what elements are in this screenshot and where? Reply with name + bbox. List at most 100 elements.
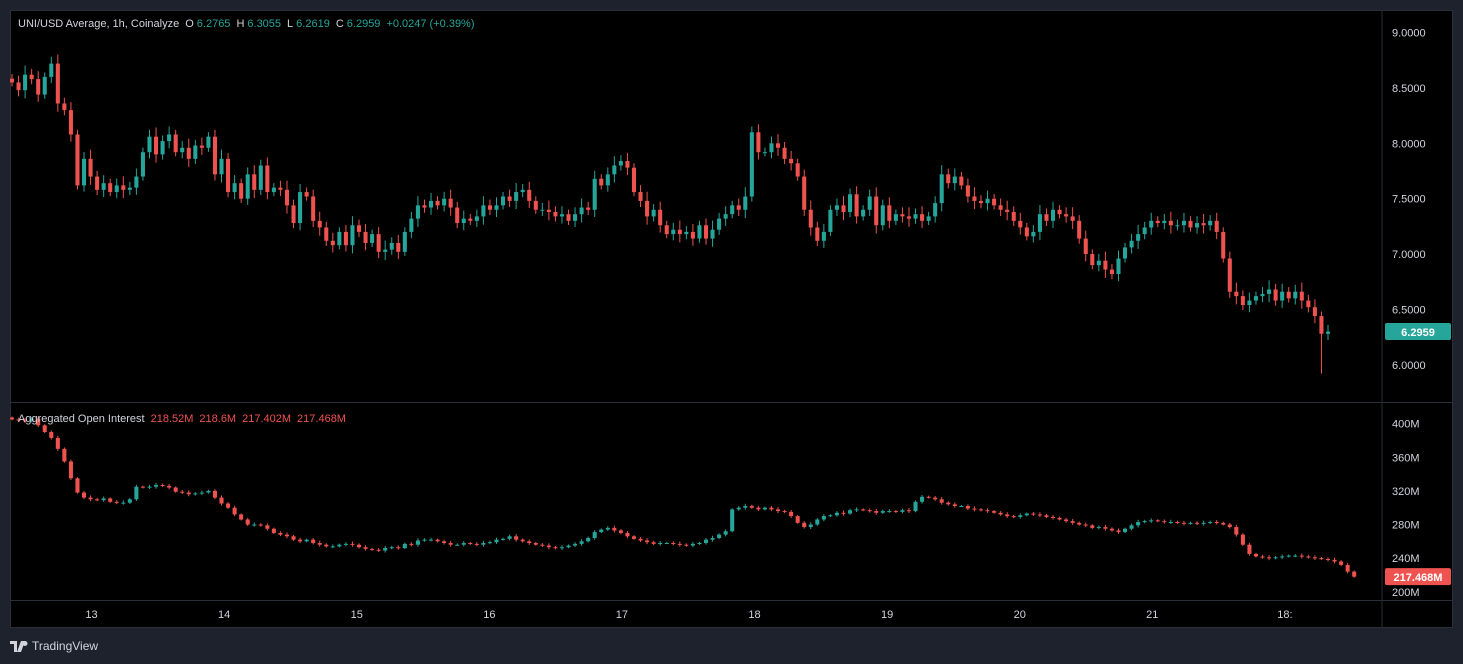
oi-candle[interactable] [199,490,204,496]
oi-candle[interactable] [978,507,984,512]
oi-candle[interactable] [1260,554,1265,559]
price-candle[interactable] [815,221,820,246]
price-candle[interactable] [193,139,198,164]
oi-candle[interactable] [625,530,630,539]
oi-candle[interactable] [507,534,512,541]
oi-candle[interactable] [1050,515,1056,520]
oi-candle[interactable] [239,513,244,521]
price-candle[interactable] [625,153,630,175]
price-candle[interactable] [880,199,885,231]
oi-candle[interactable] [664,541,669,545]
oi-candle[interactable] [828,514,833,518]
oi-candle[interactable] [756,505,761,512]
oi-candle[interactable] [802,521,807,529]
oi-candle[interactable] [645,538,650,545]
price-candle[interactable] [284,180,290,214]
price-candle[interactable] [1096,253,1101,272]
price-candle[interactable] [42,72,47,99]
oi-candle[interactable] [271,527,276,534]
price-candle[interactable] [874,187,879,234]
price-candle[interactable] [723,206,728,226]
price-candle[interactable] [317,211,322,236]
price-candle[interactable] [887,197,892,229]
price-candle[interactable] [1168,211,1173,234]
oi-candle[interactable] [795,515,800,524]
price-candle[interactable] [487,199,492,215]
oi-candle[interactable] [232,505,237,517]
oi-candle[interactable] [697,541,702,545]
oi-candle[interactable] [193,492,198,496]
price-candle[interactable] [841,196,846,221]
oi-candle[interactable] [501,537,506,541]
price-candle[interactable] [1227,251,1232,298]
oi-candle[interactable] [455,543,460,546]
oi-candle[interactable] [1280,554,1285,560]
oi-candle[interactable] [226,502,231,509]
price-candle[interactable] [834,198,839,216]
price-candle[interactable] [265,157,270,200]
oi-candle[interactable] [1299,553,1304,559]
price-candle[interactable] [1260,287,1265,303]
oi-candle[interactable] [1175,520,1180,525]
oi-candle[interactable] [933,495,938,501]
price-candle[interactable] [972,187,977,210]
price-candle[interactable] [55,54,60,112]
oi-candle[interactable] [219,495,224,506]
price-candle[interactable] [219,149,224,183]
price-candle[interactable] [311,189,316,228]
oi-candle[interactable] [573,542,578,548]
oi-candle[interactable] [1136,519,1141,528]
price-candle[interactable] [998,198,1003,216]
price-candle[interactable] [343,225,348,252]
price-candle[interactable] [854,186,859,224]
price-candle[interactable] [730,200,735,219]
price-candle[interactable] [1011,206,1016,226]
open-interest-pane[interactable] [10,416,1357,578]
oi-candle[interactable] [154,482,159,489]
oi-candle[interactable] [1234,524,1239,537]
price-candle[interactable] [684,226,689,240]
price-candle[interactable] [108,178,113,197]
price-candle[interactable] [1116,250,1121,282]
price-candle[interactable] [278,180,283,197]
oi-candle[interactable] [134,484,139,502]
price-candle[interactable] [1267,280,1272,303]
price-candle[interactable] [134,168,139,195]
price-candle[interactable] [867,189,872,216]
price-candle[interactable] [1280,283,1285,308]
price-candle[interactable] [1155,216,1160,228]
oi-candle[interactable] [10,416,15,421]
price-candle[interactable] [212,129,217,181]
price-candle[interactable] [776,134,781,157]
price-candle[interactable] [1188,216,1193,232]
oi-candle[interactable] [677,541,682,547]
price-candle[interactable] [324,221,329,246]
price-candle[interactable] [913,208,918,224]
price-candle[interactable] [893,209,898,225]
oi-candle[interactable] [514,534,519,542]
oi-candle[interactable] [284,532,290,539]
price-candle[interactable] [127,181,132,195]
oi-candle[interactable] [638,537,643,542]
price-candle[interactable] [88,149,93,185]
oi-candle[interactable] [278,531,283,537]
price-candle[interactable] [298,184,303,231]
oi-candle[interactable] [363,545,368,551]
oi-candle[interactable] [428,537,434,542]
oi-candle[interactable] [1024,512,1029,517]
price-candle[interactable] [1293,284,1298,305]
price-candle[interactable] [350,216,355,254]
oi-candle[interactable] [55,435,60,451]
oi-candle[interactable] [1332,557,1337,564]
oi-candle[interactable] [684,543,689,547]
oi-candle[interactable] [389,545,394,550]
price-candle[interactable] [1083,230,1088,262]
price-candle[interactable] [762,147,767,157]
oi-candle[interactable] [926,495,931,499]
oi-candle[interactable] [920,494,925,504]
oi-candle[interactable] [402,542,407,550]
oi-candle[interactable] [36,416,41,428]
price-candle[interactable] [101,175,106,198]
oi-candle[interactable] [782,509,787,514]
price-candle[interactable] [1064,207,1069,223]
